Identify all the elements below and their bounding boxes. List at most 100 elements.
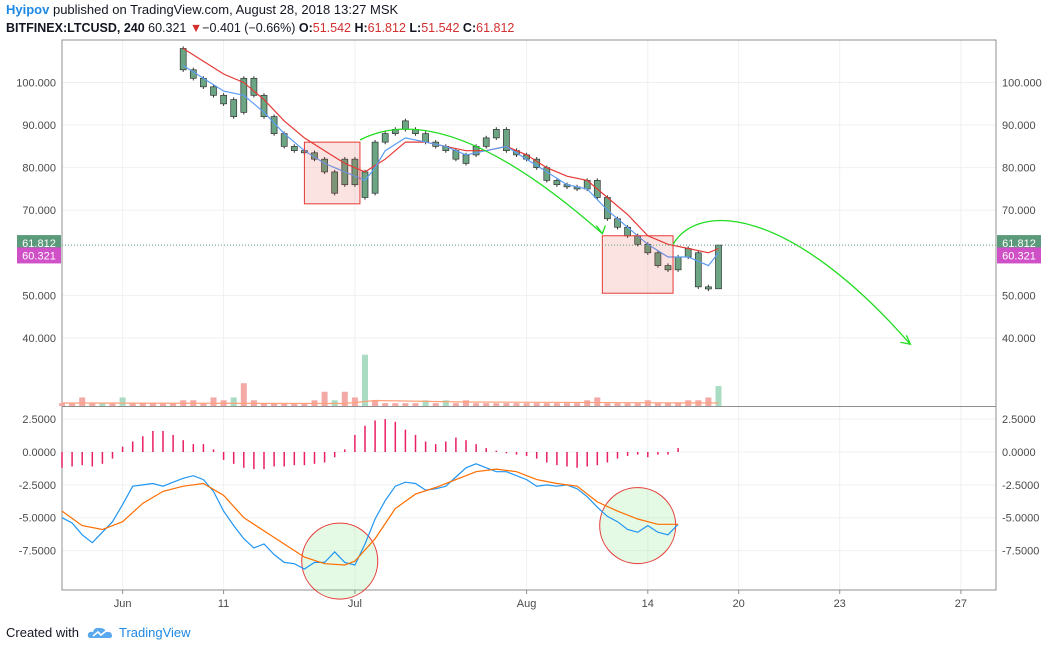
volume-bar: [553, 403, 560, 406]
up-candle: [705, 286, 712, 290]
up-candle: [543, 167, 551, 181]
y-tick-label-left: 70.000: [22, 205, 56, 217]
osc-tick-label-right: -2.5000: [1002, 480, 1039, 492]
volume-bar: [200, 403, 207, 406]
arrow-curve: [359, 128, 603, 235]
y-tick-label-right: 80.000: [1002, 163, 1036, 175]
up-candle: [694, 252, 702, 288]
x-tick-label: 27: [955, 598, 967, 610]
volume-bar: [675, 403, 682, 406]
highlight-box: [303, 141, 361, 205]
up-candle: [674, 256, 682, 271]
up-candle: [381, 133, 389, 143]
tradingview-logo-icon: [87, 627, 112, 638]
osc-tick-label-left: -2.5000: [19, 480, 56, 492]
volume-bar: [513, 403, 520, 406]
volume-bar: [654, 403, 661, 406]
forecast-arrow-head: [900, 335, 912, 346]
macd-pane: [61, 419, 679, 600]
up-candle: [492, 129, 500, 139]
y-tick-label-right: 40.000: [1002, 333, 1036, 345]
osc-tick-label-left: -7.5000: [19, 546, 56, 558]
up-candle: [503, 129, 510, 152]
y-tick-label-right: 70.000: [1002, 205, 1036, 217]
y-tick-label-right: 50.000: [1002, 290, 1036, 302]
up-candle: [402, 120, 409, 130]
volume-bar: [109, 403, 116, 406]
up-candle: [553, 180, 561, 186]
volume-bar: [432, 403, 439, 406]
y-tick-label-left: 80.000: [22, 163, 56, 175]
volume-bar: [139, 403, 146, 406]
x-tick-label: 11: [218, 598, 229, 610]
up-candle: [230, 99, 238, 117]
volume-bar: [351, 397, 358, 406]
published-text: published on TradingView.com, August 28,…: [52, 2, 399, 17]
volume-bar: [715, 386, 722, 406]
up-candle: [462, 154, 470, 164]
volume-bar: [533, 403, 540, 406]
chart-frame: [61, 39, 997, 591]
osc-tick-label-right: 2.5000: [1002, 414, 1036, 426]
up-candle: [270, 116, 278, 134]
highlight-box: [601, 235, 674, 294]
y-tick-label-left: 40.000: [22, 333, 56, 345]
volume-bar: [99, 403, 106, 406]
volume-bars: [59, 354, 722, 406]
x-tick-label: 23: [834, 598, 846, 610]
open-value: 51.542: [312, 21, 351, 35]
volume-bar: [493, 403, 500, 406]
volume-bar: [382, 403, 389, 406]
volume-bar: [129, 403, 136, 406]
price-label-left: 60.321: [22, 250, 56, 262]
x-tick-label: Aug: [517, 598, 537, 610]
volume-ma-line: [61, 399, 719, 405]
volume-bar: [594, 397, 601, 406]
high-value: 61.812: [367, 21, 406, 35]
volume-bar: [362, 354, 368, 406]
osc-tick-label-left: 0.0000: [22, 447, 56, 459]
volume-bar: [584, 400, 591, 406]
osc-tick-label-right: -5.0000: [1002, 513, 1039, 525]
publish-line: Hyipov published on TradingView.com, Aug…: [6, 2, 398, 17]
moving-averages: [182, 47, 719, 267]
up-candle: [260, 94, 268, 117]
author-name[interactable]: Hyipov: [6, 2, 50, 17]
volume-bar: [210, 397, 217, 406]
volume-bar: [341, 391, 348, 406]
osc-tick-label-left: 2.5000: [22, 414, 56, 426]
volume-bar: [422, 400, 429, 406]
tradingview-link[interactable]: TradingView: [118, 625, 191, 640]
symbol-legend: BITFINEX:LTCUSD, 240 60.321 ▼−0.401 (−0.…: [6, 21, 514, 35]
symbol-name[interactable]: BITFINEX:LTCUSD, 240: [6, 21, 145, 35]
volume-bar: [624, 403, 631, 406]
volume-bar: [452, 403, 459, 406]
volume-bar: [604, 403, 611, 406]
axes: Jun 11 Jul Aug 14 20 23 27 100.000 100.000 90.000 9…: [16, 78, 1042, 610]
highlight-circle: [301, 522, 379, 600]
price-label-right: 61.812: [1002, 238, 1036, 250]
volume-bar: [543, 403, 550, 406]
volume-bar: [523, 403, 530, 406]
osc-tick-label-right: 0.0000: [1002, 447, 1036, 459]
volume-bar: [614, 403, 621, 406]
up-candle: [311, 152, 318, 160]
volume-bar: [634, 403, 641, 406]
osc-tick-label-left: -5.0000: [19, 513, 56, 525]
low-label: L:: [409, 21, 422, 35]
ema-fast-line: [182, 64, 719, 267]
last-price: 60.321: [148, 21, 187, 35]
price-label-right-bg: [997, 235, 1041, 252]
volume-bar: [281, 403, 288, 406]
up-candle: [715, 244, 722, 290]
volume-bar: [240, 383, 247, 406]
footer: Created with TradingView: [6, 625, 191, 640]
price-label-left-bg: [17, 247, 61, 264]
volume-bar: [463, 400, 469, 406]
volume-ma: [61, 399, 719, 405]
grid-lines: [62, 40, 996, 590]
volume-bar: [321, 391, 328, 406]
up-candle: [684, 248, 692, 258]
